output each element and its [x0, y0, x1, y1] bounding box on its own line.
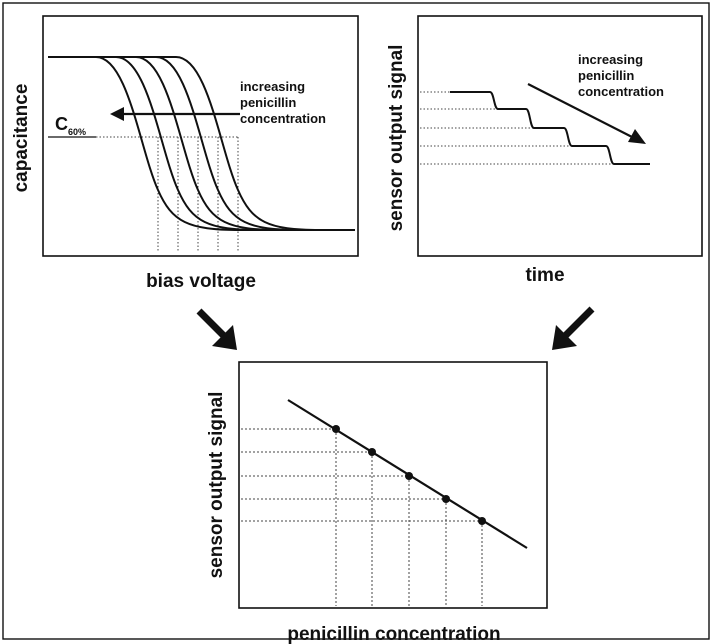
capacitance-curve-3 — [48, 56, 355, 231]
capacitance-plot-frame — [42, 15, 359, 257]
capacitance-panel: capacitance bias voltage C60% increasing… — [11, 15, 359, 292]
calibration-panel: sensor output signal penicillin concentr… — [206, 361, 548, 644]
time-plot-frame — [417, 15, 703, 257]
bias-voltage-axis-label: bias voltage — [146, 271, 256, 292]
calibration-point-4 — [442, 495, 450, 503]
calibration-plot-frame — [238, 361, 548, 609]
capacitance-curve-5 — [48, 56, 355, 231]
calibration-point-5 — [478, 517, 486, 525]
c60-label-subscript: 60% — [68, 127, 86, 137]
calibration-point-2 — [368, 448, 376, 456]
left-arrow-icon — [110, 107, 124, 121]
step-signal — [450, 91, 650, 165]
diagonal-arrow-icon — [628, 129, 646, 144]
time-annotation-line-3: concentration — [578, 84, 664, 99]
penicillin-concentration-axis-label: penicillin concentration — [287, 624, 500, 644]
capacitance-annotation-line-3: concentration — [240, 111, 326, 126]
calibration-point-1 — [332, 425, 340, 433]
c60-label-main: C — [55, 114, 68, 134]
time-panel-annotation: increasing penicillin concentration — [578, 52, 664, 99]
time-panel: sensor output signal time increasing pen… — [386, 15, 703, 286]
diagonal-arrow-shaft — [527, 83, 635, 139]
capacitance-axis-label: capacitance — [11, 84, 32, 193]
capacitance-curve-2 — [48, 56, 355, 231]
time-annotation-line-2: penicillin — [578, 68, 634, 83]
capacitance-curve-1 — [48, 56, 355, 231]
capacitance-curve-4 — [48, 56, 355, 231]
time-axis-label: time — [525, 265, 564, 286]
down-right-arrow-shaft — [196, 308, 229, 341]
calibration-y-axis-label: sensor output signal — [206, 392, 227, 579]
capacitance-annotation-line-2: penicillin — [240, 95, 296, 110]
time-panel-y-axis-label: sensor output signal — [386, 45, 407, 232]
down-left-arrow-shaft — [560, 306, 595, 341]
capacitance-annotation-line-1: increasing — [240, 79, 305, 94]
c60-label: C60% — [55, 114, 86, 137]
capacitance-annotation: increasing penicillin concentration — [240, 79, 326, 126]
calibration-point-3 — [405, 472, 413, 480]
time-annotation-line-1: increasing — [578, 52, 643, 67]
